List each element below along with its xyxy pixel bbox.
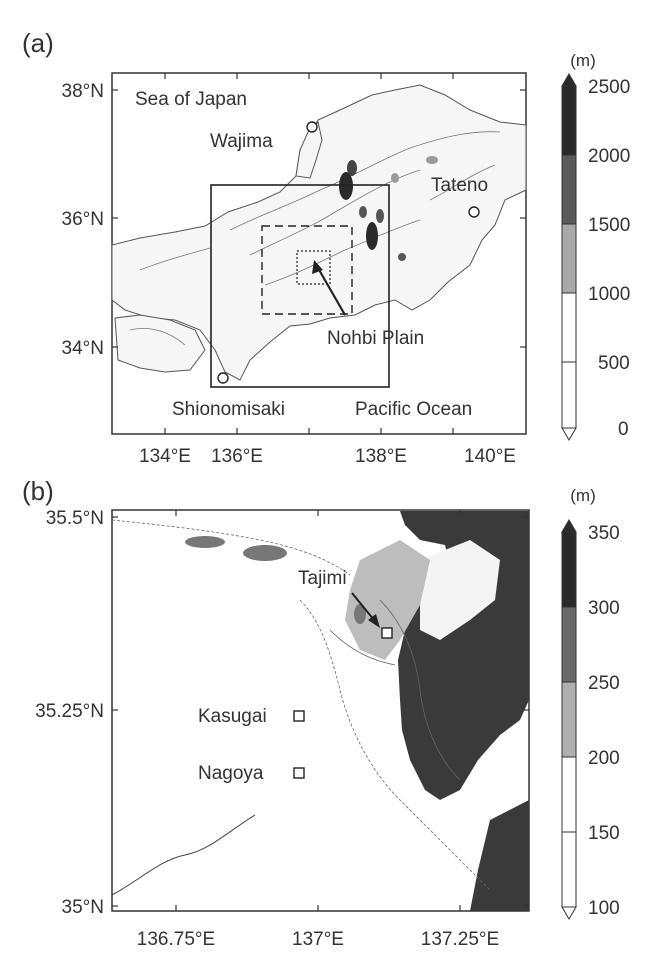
panel-a-colorbar-tick: 2500 (588, 77, 630, 98)
panel-b-southeast-hills (470, 800, 529, 911)
panel-a-colorbar-tick: 0 (618, 419, 629, 440)
panel-a-colorbar-unit: (m) (570, 51, 595, 70)
panel-a-lon-tick: 140°E (464, 446, 516, 467)
panel-a-outer-domain-box (210, 184, 390, 388)
panel-a-colorbar-tick: 2000 (588, 146, 630, 167)
label-pacific-ocean: Pacific Ocean (355, 399, 472, 420)
panel-b-lat-tick: 35.25°N (35, 701, 104, 722)
panel-b-lat-tick: 35°N (62, 897, 104, 918)
tateno-marker (468, 206, 480, 218)
wajima-marker (306, 121, 318, 133)
panel-b-mountain-light (420, 540, 500, 640)
panel-a-shikoku (114, 314, 206, 373)
panel-a-lat-axis (112, 89, 526, 348)
panel-b-lon-tick: 137.25°E (421, 929, 499, 950)
panel-b-lon-axis (175, 510, 461, 911)
panel-b-colorbar-tick: 350 (588, 523, 620, 544)
panel-a-colorbar (561, 73, 577, 441)
panel-a-colorbar-tick: 1500 (588, 215, 630, 236)
nagoya-marker (293, 767, 305, 779)
tajimi-arrow-head (368, 614, 380, 628)
label-kasugai: Kasugai (198, 706, 267, 727)
tajimi-arrow-line (351, 592, 375, 621)
panel-b-hill-patches (185, 536, 366, 624)
label-nohbi-plain: Nohbi Plain (327, 328, 424, 349)
label-tateno: Tateno (431, 175, 488, 196)
panel-b-colorbar-tick: 300 (588, 598, 620, 619)
panel-b-lat-axis (112, 516, 529, 907)
nohbi-arrow-head (312, 260, 323, 274)
panel-a-lon-axis (164, 73, 454, 434)
panel-b-colorbar (561, 519, 577, 920)
panel-b-lat-tick: 35.5°N (46, 508, 104, 529)
panel-b-colorbar-tick: 100 (588, 898, 620, 919)
kasugai-marker (293, 710, 305, 722)
panel-b-colorbar-tick: 200 (588, 748, 620, 769)
panel-a-lon-tick: 134°E (139, 446, 191, 467)
panel-a-label: (a) (22, 28, 54, 58)
label-tajimi: Tajimi (298, 568, 347, 589)
panel-a-middle-domain-box (261, 225, 353, 315)
panel-a-lat-tick: 34°N (62, 338, 104, 359)
panel-a: (a) (22, 28, 630, 467)
panel-b-colorbar-tick: 250 (588, 673, 620, 694)
panel-b-colorbar-unit: (m) (570, 486, 595, 505)
tajimi-marker (381, 627, 393, 639)
panel-a-lon-tick: 136°E (211, 446, 263, 467)
panel-a-lat-tick: 38°N (62, 81, 104, 102)
panel-a-noto-peninsula (295, 121, 323, 179)
panel-b-contours (111, 519, 491, 896)
nohbi-arrow-line (317, 267, 346, 316)
panel-b-lon-tick: 136.75°E (137, 929, 215, 950)
label-wajima: Wajima (210, 131, 273, 152)
panel-a-land (111, 84, 527, 381)
label-shionomisaki: Shionomisaki (172, 399, 285, 420)
panel-b-slope-band (345, 540, 430, 660)
label-sea-of-japan: Sea of Japan (135, 89, 247, 110)
panel-b-colorbar-tick: 150 (588, 823, 620, 844)
panel-a-colorbar-tick: 500 (598, 353, 630, 374)
panel-a-high-mountains (339, 156, 438, 261)
panel-b-label: (b) (22, 476, 54, 506)
panel-a-colorbar-tick: 1000 (588, 284, 630, 305)
panel-a-lat-tick: 36°N (62, 209, 104, 230)
panel-a-inner-domain-box (296, 250, 331, 285)
shionomisaki-marker (217, 372, 229, 384)
panel-b: (b) Tajimi Kasugai Nagoya (22, 476, 620, 950)
panel-a-lon-tick: 138°E (355, 446, 407, 467)
panel-b-lon-tick: 137°E (292, 929, 344, 950)
label-nagoya: Nagoya (198, 763, 264, 784)
